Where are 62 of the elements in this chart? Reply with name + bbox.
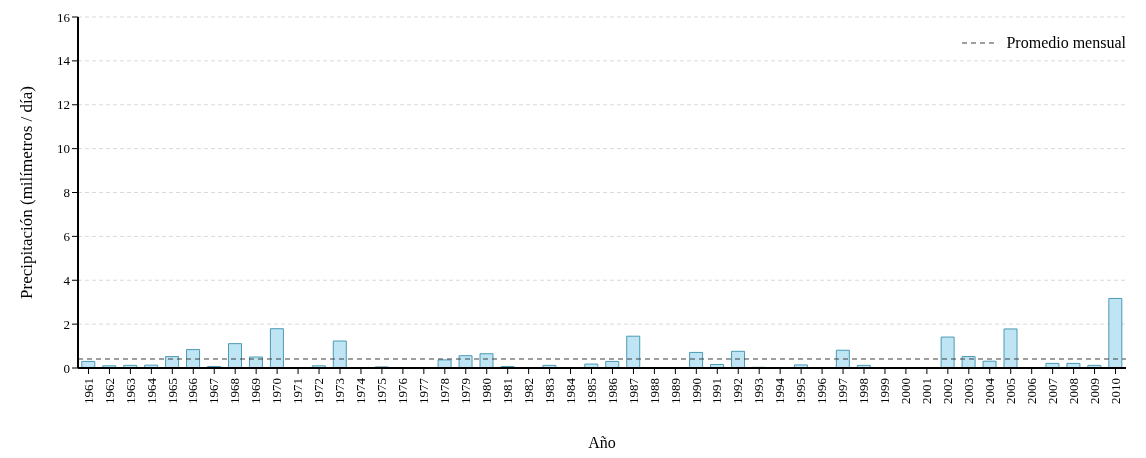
x-tick-label: 1974 (353, 377, 369, 404)
x-tick-label: 1965 (164, 378, 180, 404)
x-tick-label: 1964 (143, 377, 159, 404)
x-tick-label: 2005 (1002, 378, 1018, 404)
y-tick-label: 8 (63, 185, 70, 201)
x-tick-label: 1986 (604, 377, 620, 404)
x-tick-label: 1991 (709, 378, 725, 404)
x-tick-label: 1978 (437, 378, 453, 404)
x-tick-label: 1962 (101, 378, 117, 404)
x-tick-label: 1989 (667, 378, 683, 404)
x-tick-label: 2001 (919, 378, 935, 404)
x-tick-label: 2000 (898, 378, 914, 404)
x-tick-label: 1968 (227, 378, 243, 404)
x-tick-label: 1985 (583, 378, 599, 404)
x-tick-label: 1987 (625, 377, 641, 404)
x-tick-label: 1977 (416, 377, 432, 404)
x-tick-label: 1997 (835, 377, 851, 404)
legend-label: Promedio mensual (1006, 34, 1126, 52)
x-tick-label: 1988 (646, 378, 662, 404)
x-tick-label: 2009 (1086, 378, 1102, 404)
x-tick-label: 2003 (961, 378, 977, 404)
x-tick-label: 1983 (541, 378, 557, 404)
x-tick-label: 2004 (981, 377, 997, 404)
x-tick-label: 1979 (457, 378, 473, 404)
x-tick-label: 1976 (395, 377, 411, 404)
y-tick-label: 10 (57, 141, 70, 157)
x-tick-label: 1963 (122, 378, 138, 404)
x-tick-label: 1999 (877, 378, 893, 404)
y-tick-label: 12 (57, 97, 70, 113)
y-tick-label: 14 (57, 53, 71, 69)
x-tick-label: 2008 (1065, 378, 1081, 404)
x-tick-label: 1970 (269, 378, 285, 404)
y-axis-title: Precipitación (milímetros / día) (17, 86, 37, 299)
y-tick-label: 16 (57, 9, 71, 25)
x-tick-label: 1975 (374, 378, 390, 404)
y-tick-label: 6 (63, 228, 71, 244)
x-tick-label: 1993 (751, 378, 767, 404)
x-tick-label: 1966 (185, 377, 201, 404)
x-tick-label: 2006 (1023, 377, 1039, 404)
x-tick-label: 1992 (730, 378, 746, 404)
y-tick-label: 2 (63, 316, 70, 332)
x-tick-label: 1996 (814, 377, 830, 404)
x-tick-label: 1981 (499, 378, 515, 404)
x-tick-label: 1967 (206, 377, 222, 404)
x-tick-label: 1972 (311, 378, 327, 404)
x-tick-label: 1980 (478, 378, 494, 404)
x-tick-label: 1973 (332, 378, 348, 404)
x-tick-label: 2010 (1107, 378, 1123, 404)
x-axis-title: Año (588, 434, 616, 451)
x-tick-label: 1982 (520, 378, 536, 404)
y-tick-label: 4 (63, 272, 71, 288)
x-tick-label: 1998 (856, 378, 872, 404)
y-tick-label: 0 (63, 360, 70, 376)
x-tick-label: 2002 (940, 378, 956, 404)
x-tick-label: 1971 (290, 378, 306, 404)
x-tick-label: 2007 (1044, 377, 1060, 404)
x-tick-label: 1969 (248, 378, 264, 404)
x-tick-label: 1995 (793, 378, 809, 404)
x-tick-label: 1961 (80, 378, 96, 404)
x-tick-label: 1984 (562, 377, 578, 404)
x-tick-label: 1994 (772, 377, 788, 404)
x-tick-label: 1990 (688, 378, 704, 404)
